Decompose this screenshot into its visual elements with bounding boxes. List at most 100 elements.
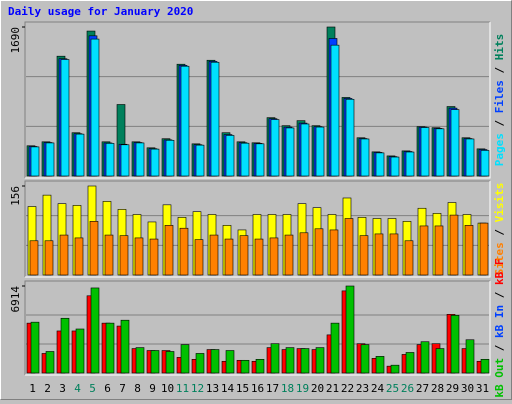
- bar: [359, 235, 369, 276]
- bar: [405, 151, 415, 177]
- x-tick-label: 9: [149, 382, 156, 395]
- bar: [194, 239, 204, 276]
- legend-entry: kB Out: [493, 358, 506, 398]
- bar: [210, 61, 220, 177]
- x-tick-label: 24: [371, 382, 385, 395]
- legend: Pages / Files / Hits: [493, 34, 506, 167]
- bar: [134, 237, 144, 276]
- bar: [299, 232, 309, 276]
- x-tick-label: 17: [266, 382, 279, 395]
- bar: [435, 348, 445, 374]
- bar: [360, 344, 370, 374]
- x-tick-label: 16: [251, 382, 264, 395]
- bar: [105, 143, 115, 177]
- bar: [120, 319, 130, 374]
- legend-separator: /: [493, 113, 506, 133]
- bar: [300, 348, 310, 374]
- bar: [435, 128, 445, 177]
- bar: [165, 351, 175, 374]
- bar: [150, 350, 160, 374]
- x-tick-label: 26: [401, 382, 414, 395]
- x-tick-label: 27: [416, 382, 429, 395]
- x-tick-label: 20: [311, 382, 324, 395]
- x-tick-label: 18: [281, 382, 294, 395]
- bar: [59, 234, 69, 276]
- bar: [75, 328, 85, 374]
- bar: [465, 339, 475, 374]
- legend-separator: /: [493, 338, 506, 358]
- bar: [75, 133, 85, 177]
- bar: [89, 221, 99, 276]
- bar: [300, 123, 310, 177]
- bar: [195, 353, 205, 374]
- x-tick-label: 4: [74, 382, 81, 395]
- legend-entry: Hits: [493, 34, 506, 61]
- panel-bevel: [24, 280, 490, 375]
- bar: [315, 126, 325, 177]
- bar: [404, 240, 414, 276]
- x-tick-label: 5: [89, 382, 96, 395]
- x-tick-label: 12: [191, 382, 204, 395]
- x-tick-label: 28: [431, 382, 444, 395]
- legend-entry: Visits: [493, 183, 506, 223]
- legend-separator: /: [493, 285, 506, 305]
- bar: [224, 238, 234, 276]
- x-tick-label: 22: [341, 382, 354, 395]
- bar: [105, 322, 115, 374]
- bar: [345, 285, 355, 374]
- bar: [209, 234, 219, 276]
- legend-separator: /: [493, 222, 506, 242]
- x-tick-label: 31: [476, 382, 489, 395]
- bar: [225, 135, 235, 177]
- x-tick-label: 7: [119, 382, 126, 395]
- bar: [389, 233, 399, 276]
- bar: [360, 138, 370, 177]
- bar: [405, 352, 415, 374]
- bar: [239, 235, 249, 276]
- legend-entry: Pages: [493, 133, 506, 166]
- x-tick-label: 30: [461, 382, 474, 395]
- y-tick-label: 1690: [9, 27, 22, 54]
- x-tick-label: 15: [236, 382, 249, 395]
- bar: [30, 321, 40, 374]
- x-tick-label: 6: [104, 382, 111, 395]
- bar: [119, 235, 129, 276]
- bar: [149, 238, 159, 276]
- bar: [210, 349, 220, 374]
- bar: [374, 233, 384, 276]
- bar: [314, 228, 324, 276]
- x-tick-label: 14: [221, 382, 235, 395]
- bar: [480, 150, 490, 177]
- bar: [135, 347, 145, 374]
- x-tick-label: 25: [386, 382, 399, 395]
- x-tick-label: 11: [176, 382, 189, 395]
- bar: [270, 119, 280, 177]
- bar: [45, 351, 55, 374]
- y-tick-label: 156: [9, 186, 22, 206]
- bar: [240, 142, 250, 177]
- bar: [195, 144, 205, 177]
- bar: [60, 59, 70, 177]
- bar: [120, 144, 130, 177]
- x-tick-label: 23: [356, 382, 369, 395]
- bar: [315, 347, 325, 374]
- bar: [45, 142, 55, 177]
- x-tick-label: 1: [29, 382, 36, 395]
- bar: [450, 109, 460, 177]
- x-tick-label: 10: [161, 382, 174, 395]
- legend-entry: kB In: [493, 305, 506, 338]
- bar: [135, 142, 145, 177]
- bar: [240, 359, 250, 374]
- legend-entry: Sites: [493, 242, 506, 275]
- bar: [90, 287, 100, 374]
- panel-bevel: [25, 22, 491, 179]
- chart-title: Daily usage for January 2020: [8, 5, 193, 18]
- bar: [270, 343, 280, 374]
- bar: [104, 234, 114, 276]
- bar: [479, 222, 489, 276]
- bar: [449, 214, 459, 276]
- bar: [164, 225, 174, 276]
- bar: [375, 356, 385, 374]
